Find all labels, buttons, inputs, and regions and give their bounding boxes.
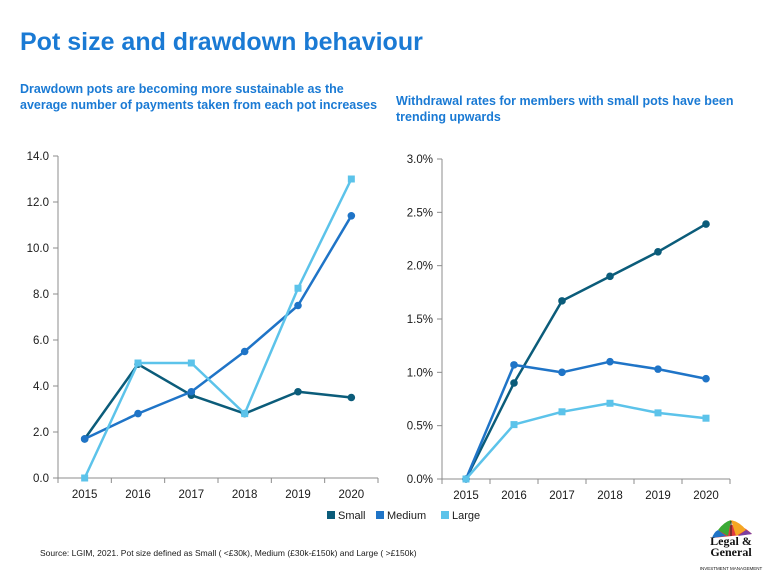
page-title: Pot size and drawdown behaviour <box>20 28 423 56</box>
y-tick-label: 12.0 <box>27 197 49 209</box>
x-tick-label: 2019 <box>645 490 671 502</box>
series-line-small <box>83 362 352 440</box>
x-tick-label: 2020 <box>693 490 719 502</box>
x-tick-label: 2016 <box>501 490 527 502</box>
data-point-medium <box>558 368 566 377</box>
data-point-large <box>134 359 142 367</box>
logo-tagline: INVESTMENT MANAGEMENT <box>699 566 763 571</box>
data-point-large <box>462 475 470 483</box>
y-tick-label: 0.0% <box>407 474 433 486</box>
series-line-small <box>464 222 707 480</box>
logo-line2: General <box>710 545 752 559</box>
y-tick-label: 2.5% <box>407 207 433 219</box>
y-tick-label: 10.0 <box>27 243 49 255</box>
y-tick-label: 4.0 <box>33 381 49 393</box>
y-tick-label: 2.0 <box>33 427 49 439</box>
x-tick-label: 2018 <box>597 490 623 502</box>
left-chart-subtitle: Drawdown pots are becoming more sustaina… <box>20 82 378 112</box>
x-tick-label: 2015 <box>72 489 98 501</box>
right-chart-subtitle: Withdrawal rates for members with small … <box>396 94 734 124</box>
x-tick-label: 2018 <box>232 489 258 501</box>
logo-line1: Legal & <box>710 534 752 548</box>
y-tick-label: 1.5% <box>407 314 433 326</box>
series-line-large <box>465 402 707 480</box>
data-point-large <box>510 421 518 429</box>
x-tick-label: 2017 <box>549 490 575 502</box>
data-point-medium <box>294 301 302 310</box>
x-tick-label: 2017 <box>179 489 205 501</box>
umbrella-logo-icon <box>712 520 752 538</box>
data-point-small <box>558 297 566 305</box>
data-point-small <box>654 248 662 256</box>
x-tick-label: 2020 <box>339 489 365 501</box>
data-point-medium <box>187 387 196 396</box>
x-tick-label: 2016 <box>125 489 151 501</box>
y-tick-label: 3.0% <box>407 154 433 166</box>
data-point-medium <box>347 212 356 220</box>
legend-swatch-medium <box>376 511 384 519</box>
y-tick-label: 0.0 <box>33 473 49 485</box>
data-point-large <box>606 399 614 407</box>
legend: Small Medium Large <box>327 510 480 522</box>
data-point-small <box>606 272 614 281</box>
data-point-large <box>558 408 566 416</box>
y-tick-label: 6.0 <box>33 335 49 347</box>
y-tick-label: 14.0 <box>27 151 49 163</box>
right-chart: 0.0% 0.5% 1.0% 1.5% 2.0% 2.5% 3.0% 2015 2016 2017… <box>407 154 731 502</box>
source-note: Source: LGIM, 2021. Pot size defined as … <box>40 548 417 558</box>
left-chart: 0.0 2.0 4.0 6.0 8.0 10.0 12.0 14.0 2015 2016 2017 2… <box>27 151 379 501</box>
data-point-large <box>654 409 662 417</box>
data-point-small <box>702 220 710 228</box>
x-tick-label: 2015 <box>453 490 479 502</box>
data-point-medium <box>510 361 518 369</box>
data-point-large <box>347 175 355 183</box>
logo-wordmark: Legal & General <box>700 534 762 559</box>
legend-label-large: Large <box>452 510 480 522</box>
data-point-medium <box>240 347 249 356</box>
series-line-medium <box>84 215 353 441</box>
data-point-small <box>510 379 518 387</box>
y-tick-label: 1.0% <box>407 367 433 379</box>
series-line-medium <box>464 360 707 480</box>
data-point-large <box>241 410 249 418</box>
data-point-medium <box>80 435 89 443</box>
data-point-medium <box>702 374 710 383</box>
data-point-large <box>187 359 195 367</box>
data-point-small <box>294 387 302 396</box>
data-point-large <box>702 414 710 422</box>
data-point-medium <box>134 409 142 418</box>
legend-swatch-small <box>327 511 335 519</box>
x-tick-label: 2019 <box>285 489 311 501</box>
data-point-large <box>294 284 302 292</box>
data-point-medium <box>654 365 662 373</box>
data-point-small <box>347 393 356 402</box>
y-tick-label: 8.0 <box>33 289 49 301</box>
series-line-large <box>83 178 353 479</box>
data-point-large <box>81 474 89 482</box>
legend-label-medium: Medium <box>387 510 426 522</box>
data-point-medium <box>606 357 614 366</box>
legend-swatch-large <box>441 511 449 519</box>
legend-label-small: Small <box>338 510 366 522</box>
y-tick-label: 0.5% <box>407 421 433 433</box>
y-tick-label: 2.0% <box>407 261 433 273</box>
